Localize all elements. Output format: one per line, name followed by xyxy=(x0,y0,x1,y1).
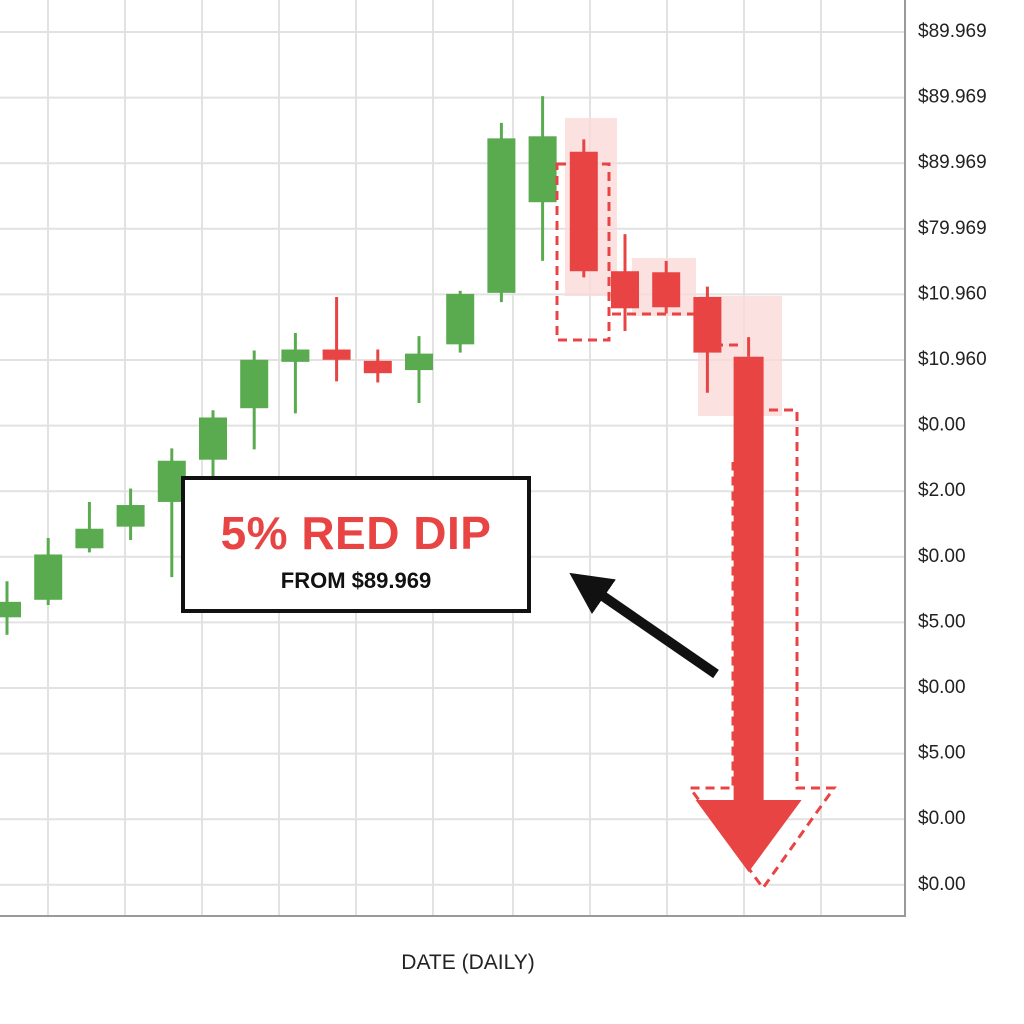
dip-arrow-outline xyxy=(687,408,837,891)
callout-subtitle: FROM $89.969 xyxy=(280,568,432,593)
candle-body xyxy=(733,356,764,802)
candle-body xyxy=(281,349,310,362)
candle-body xyxy=(446,293,475,345)
y-axis-ticks: $89.969 $89.969 $89.969 $79.969 $10.960 $10.9… xyxy=(918,21,987,895)
y-tick-label: $0.00 xyxy=(918,677,966,698)
y-tick-label: $5.00 xyxy=(918,743,966,764)
candle-body xyxy=(199,417,227,460)
y-tick-label: $89.969 xyxy=(918,152,987,173)
y-tick-label: $5.00 xyxy=(918,611,966,632)
y-tick-label: $79.969 xyxy=(918,218,987,239)
candle-down xyxy=(611,234,639,331)
dip-arrow-overlay xyxy=(555,162,837,891)
candle-down xyxy=(363,349,392,383)
candle-down xyxy=(652,260,681,314)
y-tick-label: $89.969 xyxy=(918,87,987,108)
candle-up xyxy=(281,333,310,414)
candle-body xyxy=(116,505,145,527)
y-tick-label: $0.00 xyxy=(918,415,966,436)
candle-up xyxy=(240,350,269,450)
dip-outline-box xyxy=(555,162,611,342)
y-tick-label: $0.00 xyxy=(918,874,966,895)
candle-body xyxy=(75,528,104,549)
candle-up xyxy=(528,96,557,261)
candle-body xyxy=(487,138,516,293)
candle-body xyxy=(240,359,269,409)
candle-body xyxy=(652,272,681,308)
candle-up xyxy=(405,336,433,404)
pointer-arrow xyxy=(569,572,719,679)
candle-body xyxy=(693,296,722,353)
y-tick-label: $10.960 xyxy=(918,349,987,370)
dip-callout-box: 5% RED DIP FROM $89.969 xyxy=(181,476,531,613)
candle-up xyxy=(446,290,475,353)
y-tick-label: $0.00 xyxy=(918,808,966,829)
y-tick-label: $0.00 xyxy=(918,546,966,567)
x-axis-label: DATE (DAILY) xyxy=(401,951,534,974)
candle-up xyxy=(116,488,145,541)
candles xyxy=(0,96,802,872)
candle-up xyxy=(487,122,516,303)
candle-down xyxy=(322,296,351,382)
candle-body xyxy=(34,554,63,600)
candle-body xyxy=(322,349,351,360)
candle-up xyxy=(34,537,63,605)
y-tick-label: $89.969 xyxy=(918,21,987,42)
candle-down xyxy=(693,286,722,393)
candle-body xyxy=(528,136,557,203)
candle-down xyxy=(695,337,802,872)
y-tick-label: $2.00 xyxy=(918,480,966,501)
candle-body xyxy=(0,601,21,618)
candle-body xyxy=(405,353,433,371)
callout-title: 5% RED DIP xyxy=(220,507,492,559)
candle-up xyxy=(0,581,21,635)
candle-body xyxy=(363,360,392,374)
candle-up xyxy=(75,501,104,553)
candle-down xyxy=(569,139,598,278)
dip-arrow-head xyxy=(695,800,802,872)
candle-body xyxy=(611,271,639,309)
candle-body xyxy=(569,151,598,272)
y-tick-label: $10.960 xyxy=(918,283,987,304)
grid xyxy=(0,0,905,916)
